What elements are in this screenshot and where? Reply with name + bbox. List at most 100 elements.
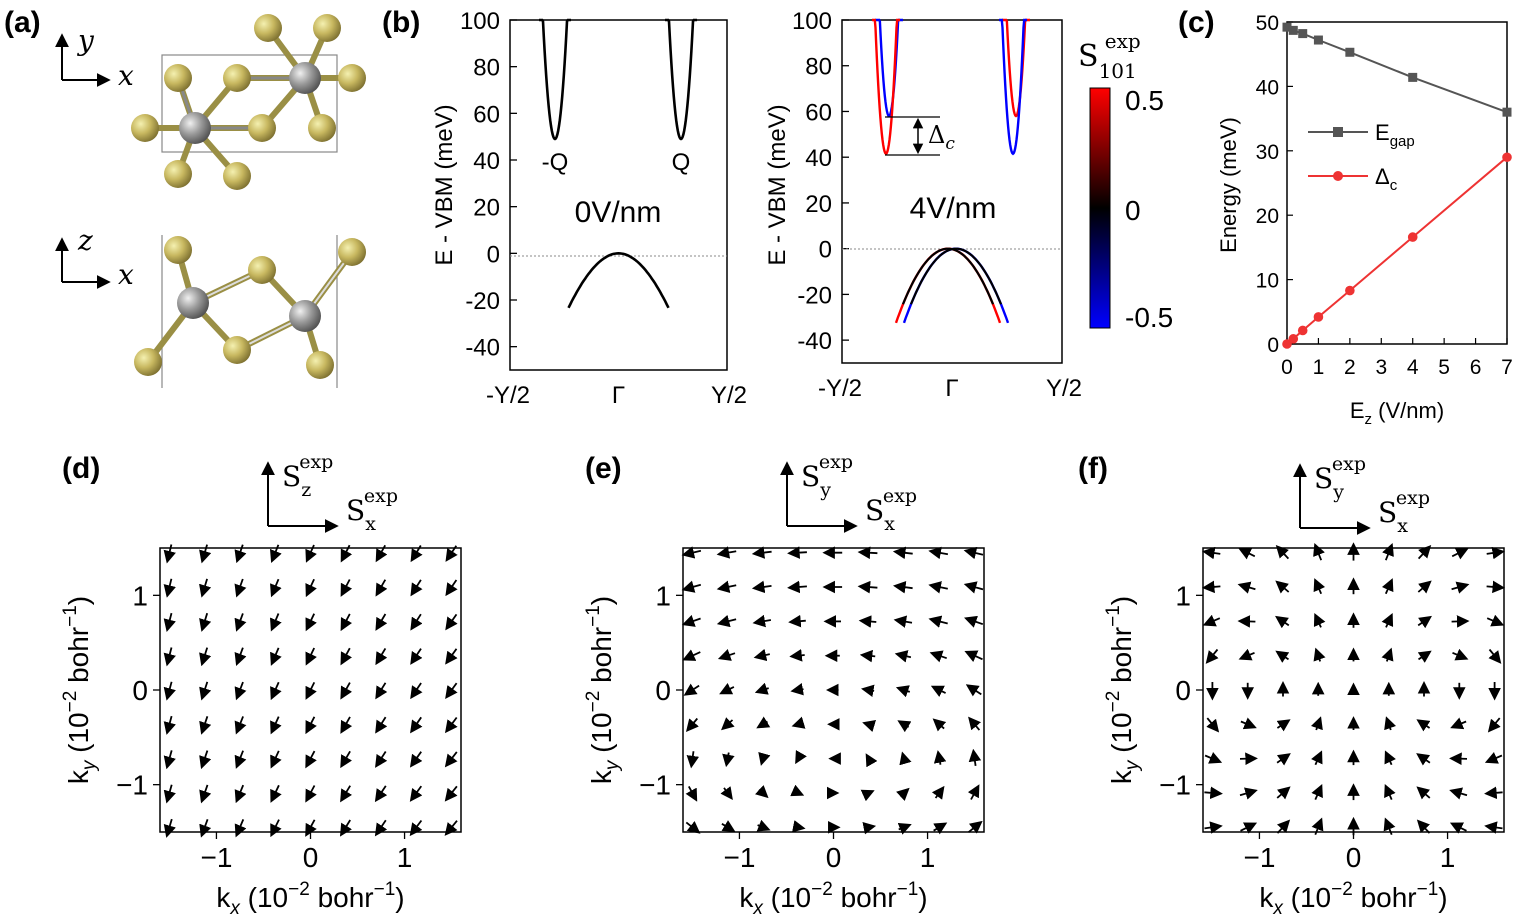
- spin-axis-horizontal-label: Sxexp: [346, 485, 398, 535]
- spin-arrow: [375, 544, 388, 563]
- b-left-xticks: -Y/2 Γ Y/2: [486, 382, 747, 409]
- spin-arrow: [1486, 580, 1506, 594]
- spin-arrow: [787, 546, 807, 559]
- c-data-point: [1345, 285, 1355, 296]
- panel-a-label: (a): [4, 6, 41, 39]
- spin-arrow: [857, 580, 878, 594]
- spin-arrow: [1275, 580, 1290, 594]
- spin-arrow: [1449, 822, 1467, 834]
- spin-arrow: [1204, 786, 1223, 800]
- spin-arrow: [234, 750, 247, 769]
- legend-marker-egap: [1333, 127, 1343, 137]
- ytick-label: -20: [465, 288, 500, 315]
- spin-arrow: [444, 785, 458, 802]
- spin-axis-vertical-label: Syexp: [801, 451, 853, 501]
- spin-arrow: [791, 820, 806, 833]
- spin-arrow: [722, 752, 735, 768]
- spin-arrow: [1237, 581, 1256, 594]
- spin-arrow: [1275, 650, 1290, 663]
- spin-arrow: [899, 751, 912, 766]
- spin-arrow: [305, 613, 317, 632]
- spin-arrow: [234, 647, 247, 666]
- b-left-bands: [539, 18, 697, 309]
- spin-arrow: [375, 579, 388, 597]
- spin-arrow: [340, 579, 353, 597]
- spin-arrow: [716, 580, 737, 593]
- quiver-ylabel: ky (10−2 bohr−1): [1103, 596, 1143, 784]
- ytick-label: -20: [797, 282, 832, 309]
- spin-arrow: [199, 818, 212, 838]
- ytick-label: 1: [655, 580, 671, 611]
- spin-arrow: [1313, 613, 1326, 628]
- spin-arrow: [270, 647, 282, 666]
- b-right-yticks: 100 80 60 40 20 0 -20 -40: [792, 8, 849, 355]
- spin-arrow: [751, 546, 772, 559]
- spin-arrow: [340, 750, 353, 769]
- c-data-point: [1313, 35, 1323, 45]
- ytick-label: 1: [1175, 580, 1191, 611]
- valley-label-minus-q: -Q: [542, 149, 569, 176]
- spin-arrow: [756, 819, 771, 832]
- spin-arrow: [857, 546, 878, 560]
- b-left-yticks: 100 80 60 40 20 0 -20 -40: [460, 8, 517, 362]
- ytick-label: 20: [473, 195, 500, 222]
- c-data-point: [1502, 152, 1512, 163]
- spin-arrow: [305, 750, 317, 769]
- spin-arrow: [445, 613, 458, 631]
- spin-arrow: [199, 784, 212, 804]
- colorbar-tick-max: 0.5: [1125, 85, 1164, 116]
- spin-arrow: [968, 748, 982, 767]
- c-series-deltac: [1282, 152, 1512, 349]
- spin-arrow: [933, 750, 947, 765]
- spin-arrow: [375, 613, 388, 631]
- spin-arrow: [270, 750, 282, 769]
- spin-arrow: [716, 546, 737, 559]
- panel-b-label: (b): [382, 6, 420, 39]
- spin-arrow: [375, 751, 388, 768]
- gap-indicator: Δc: [885, 116, 955, 156]
- c-xtick-label: 1: [1313, 356, 1325, 379]
- quiver-arrows-e: [681, 546, 984, 835]
- spin-arrow: [1484, 821, 1503, 834]
- spin-arrow: [199, 750, 212, 770]
- spin-arrow: [1276, 753, 1291, 766]
- spin-arrow: [409, 751, 423, 768]
- quiver-arrows-f: [1201, 542, 1506, 836]
- spin-arrow: [163, 681, 176, 701]
- spin-arrow: [234, 578, 247, 598]
- spin-arrow: [1451, 548, 1469, 560]
- panel-f-label: (f): [1078, 452, 1108, 485]
- quiver-ticks-e: −1 0 1 1 0 −1: [639, 580, 935, 873]
- crystal-side-view: [134, 235, 366, 388]
- spin-arrow: [1451, 581, 1470, 594]
- ytick-label: -40: [465, 335, 500, 362]
- b-right-bands: [872, 18, 1030, 324]
- metal-atoms-side: [177, 287, 321, 332]
- spin-axis-horizontal-label: Sxexp: [865, 485, 917, 535]
- spin-arrow: [1204, 821, 1223, 834]
- spin-arrow: [445, 579, 458, 597]
- spin-arrow: [858, 615, 877, 628]
- conduction-band-right-down: [999, 18, 1027, 156]
- spin-arrow: [1238, 548, 1256, 560]
- c-xtick-label: 5: [1438, 356, 1450, 379]
- c-data-point: [1502, 107, 1512, 117]
- band-plot-0vnm: E - VBM (meV) 100 80 60 40 20 0 -20 -40 -Y/2 Γ Y/…: [431, 8, 747, 409]
- c-xlabel: Ez (V/nm): [1350, 398, 1444, 428]
- spin-arrow: [791, 716, 806, 729]
- ytick-label: 40: [805, 145, 832, 172]
- colorbar-tick-min: -0.5: [1125, 302, 1173, 333]
- spin-arrow: [163, 544, 176, 564]
- quiver-xlabel: kx (10−2 bohr−1): [739, 879, 927, 917]
- spin-arrow: [681, 546, 702, 559]
- spin-arrow: [865, 753, 878, 768]
- spin-arrow: [340, 716, 353, 734]
- quiver-arrows-d: [163, 544, 458, 838]
- axis-x-letter-bottom: x: [118, 258, 134, 291]
- panel-d: (d) Szexp Sxexp −1 0 1 1 0 −1 kx (10−2 bohr−1) ky …: [60, 451, 462, 917]
- colorbar-title: S101exp: [1078, 29, 1141, 83]
- spin-arrow: [444, 820, 458, 836]
- ytick-label: 0: [1175, 675, 1191, 706]
